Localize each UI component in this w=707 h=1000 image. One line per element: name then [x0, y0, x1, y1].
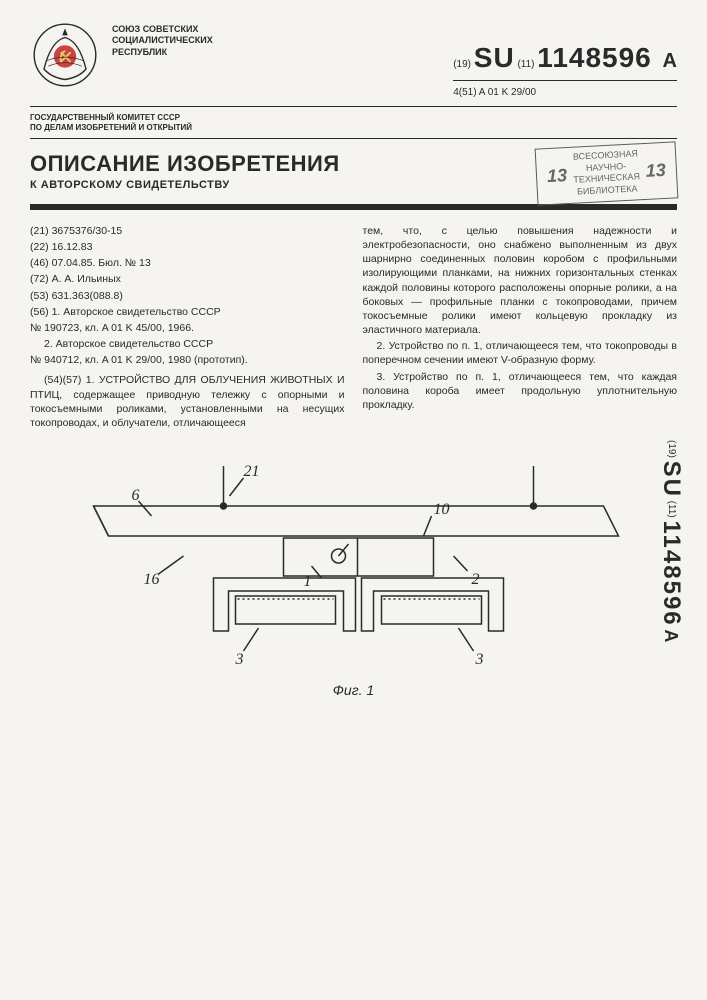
union-line: СОЮЗ СОВЕТСКИХ [112, 24, 441, 35]
side-pub-label: (19) SU (11) 1148596 A [657, 440, 685, 642]
biblio-line: (22) 16.12.83 [30, 240, 345, 254]
pub-number: 1148596 [537, 42, 651, 73]
fig-label-21: 21 [244, 463, 260, 480]
ipc-code: A 01 K 29/00 [479, 87, 536, 98]
doc-title: ОПИСАНИЕ ИЗОБРЕТЕНИЯ [30, 151, 340, 177]
abstract-para: 3. Устройство по п. 1, отличающееся тем,… [363, 370, 678, 413]
committee-line: ГОСУДАРСТВЕННЫЙ КОМИТЕТ СССР [30, 113, 677, 123]
fig-label-16: 16 [144, 571, 160, 588]
abstract-para: тем, что, с целью повышения надежности и… [363, 224, 678, 337]
ipc-prefix: 4(51) [453, 87, 476, 98]
divider [30, 106, 677, 107]
fig-label-1: 1 [304, 573, 312, 590]
divider [30, 138, 677, 139]
stamp-line: БИБЛИОТЕКА [574, 183, 641, 198]
biblio-line: (21) 3675376/30-15 [30, 224, 345, 238]
divider [453, 80, 677, 81]
body-columns: (21) 3675376/30-15 (22) 16.12.83 (46) 07… [30, 224, 677, 432]
biblio-line: № 190723, кл. A 01 K 45/00, 1966. [30, 321, 345, 335]
union-line: СОЦИАЛИСТИЧЕСКИХ [112, 35, 441, 46]
side-code: SU [658, 461, 685, 498]
publication-number-block: (19) SU (11) 1148596 A 4(51) A 01 K 29/0… [453, 20, 677, 98]
committee-line: ПО ДЕЛАМ ИЗОБРЕТЕНИЙ И ОТКРЫТИЙ [30, 123, 677, 133]
left-column: (21) 3675376/30-15 (22) 16.12.83 (46) 07… [30, 224, 345, 432]
doc-subtitle: К АВТОРСКОМУ СВИДЕТЕЛЬСТВУ [30, 179, 340, 191]
side-num-prefix: (11) [666, 501, 677, 518]
fig-label-10: 10 [434, 501, 450, 518]
fig-label-3: 3 [235, 651, 244, 668]
library-stamp: 13 ВСЕСОЮЗНАЯ НАУЧНО- ТЕХНИЧЕСКАЯ БИБЛИО… [535, 142, 679, 206]
union-label: СОЮЗ СОВЕТСКИХ СОЦИАЛИСТИЧЕСКИХ РЕСПУБЛИ… [112, 20, 441, 58]
kind-code: A [663, 50, 677, 72]
biblio-line: (72) А. А. Ильиных [30, 272, 345, 286]
stamp-number: 13 [547, 164, 568, 188]
abstract-head: (54)(57) 1. УСТРОЙСТВО ДЛЯ ОБЛУЧЕНИЯ ЖИВ… [30, 373, 345, 430]
heavy-divider [30, 204, 677, 210]
biblio-line: (46) 07.04.85. Бюл. № 13 [30, 256, 345, 270]
fig-label-6: 6 [132, 487, 140, 504]
header: СОЮЗ СОВЕТСКИХ СОЦИАЛИСТИЧЕСКИХ РЕСПУБЛИ… [30, 20, 677, 98]
fig-label-3b: 3 [475, 651, 484, 668]
country-code: SU [474, 42, 515, 73]
abstract-para: 2. Устройство по п. 1, отличающееся тем,… [363, 339, 678, 367]
side-number: 1148596 [658, 521, 685, 627]
biblio-line: № 940712, кл. A 01 K 29/00, 1980 (протот… [30, 353, 345, 367]
prefix-19: (19) [453, 59, 471, 70]
committee-label: ГОСУДАРСТВЕННЫЙ КОМИТЕТ СССР ПО ДЕЛАМ ИЗ… [30, 113, 677, 132]
right-column: тем, что, с целью повышения надежности и… [363, 224, 678, 432]
title-row: ОПИСАНИЕ ИЗОБРЕТЕНИЯ К АВТОРСКОМУ СВИДЕТ… [30, 145, 677, 202]
prefix-11: (11) [517, 59, 534, 70]
biblio-line: (53) 631.363(088.8) [30, 289, 345, 303]
biblio-line: 2. Авторское свидетельство СССР [30, 337, 345, 351]
biblio-line: (56) 1. Авторское свидетельство СССР [30, 305, 345, 319]
figure-1: 6 21 16 1 2 10 3 3 Фиг. 1 [30, 456, 677, 716]
stamp-number: 13 [645, 159, 666, 183]
side-kind: A [661, 629, 681, 642]
union-line: РЕСПУБЛИК [112, 47, 441, 58]
fig-label-2: 2 [472, 571, 480, 588]
figure-caption: Фиг. 1 [333, 682, 374, 698]
ussr-emblem-icon [30, 20, 100, 90]
side-prefix: (19) [666, 440, 677, 458]
